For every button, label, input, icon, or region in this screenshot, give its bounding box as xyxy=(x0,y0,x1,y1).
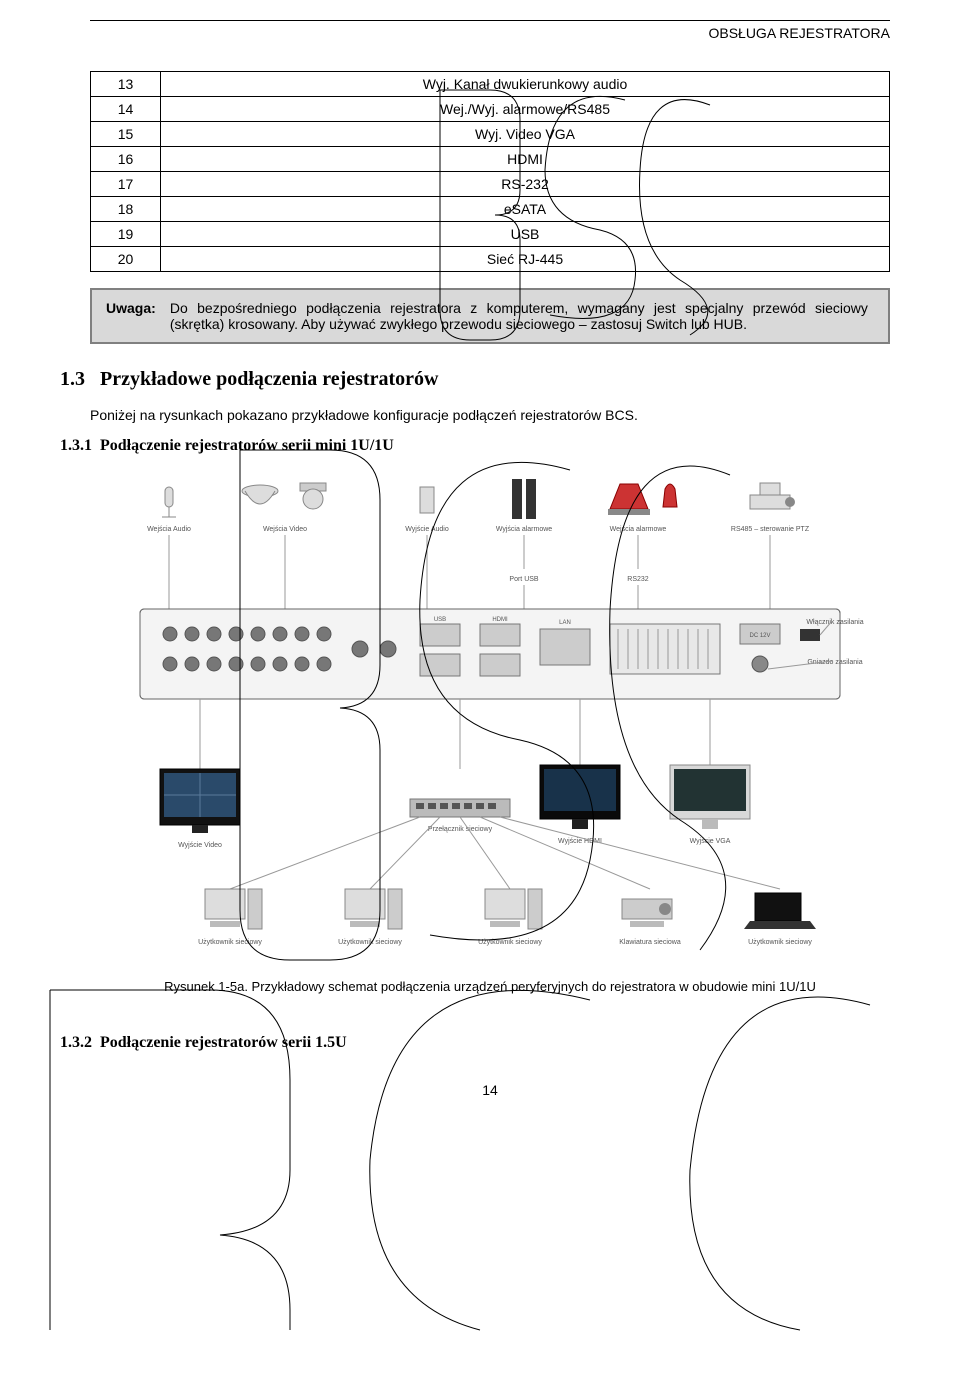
table-row: 14Wej./Wyj. alarmowe/RS485 xyxy=(91,97,890,122)
table-cell-num: 13 xyxy=(91,72,161,97)
subsection2-title: Podłączenie rejestratorów serii 1.5U xyxy=(100,1034,347,1051)
label-user-1: Użytkownik sieciowy xyxy=(198,939,262,946)
table-cell-num: 14 xyxy=(91,97,161,122)
table-cell-desc: Wyj. Kanał dwukierunkowy audio xyxy=(161,72,890,97)
section-title: Przykładowe podłączenia rejestratorów xyxy=(100,368,438,390)
subsection2-num: 1.3.2 xyxy=(60,1034,92,1051)
table-cell-num: 19 xyxy=(91,222,161,247)
table-cell-desc: eSATA xyxy=(161,197,890,222)
subsection-heading: 1.3.1 Podłączenie rejestratorów serii mi… xyxy=(60,437,890,455)
connector-table: 13Wyj. Kanał dwukierunkowy audio14Wej./W… xyxy=(90,71,890,272)
label-port-usb: Port USB xyxy=(509,576,539,583)
section-num: 1.3 xyxy=(60,368,85,390)
table-row: 20Sieć RJ-445 xyxy=(91,247,890,272)
page-header: OBSŁUGA REJESTRATORA xyxy=(90,25,890,41)
table-row: 15Wyj. Video VGA xyxy=(91,122,890,147)
label-alarm-in: Wejścia alarmowe xyxy=(610,526,667,533)
page-number: 14 xyxy=(90,1082,890,1098)
note-box: Uwaga: Do bezpośredniego podłączenia rej… xyxy=(90,288,890,344)
table-cell-num: 15 xyxy=(91,122,161,147)
label-user-3: Użytkownik sieciowy xyxy=(478,939,542,946)
label-keyboard: Klawiatura sieciowa xyxy=(619,939,681,946)
svg-text:HDMI: HDMI xyxy=(492,617,508,623)
label-alarm-out: Wyjścia alarmowe xyxy=(496,526,552,533)
svg-text:DC 12V: DC 12V xyxy=(749,633,770,639)
table-cell-num: 18 xyxy=(91,197,161,222)
table-cell-num: 20 xyxy=(91,247,161,272)
label-power-socket: Gniazdo zasilania xyxy=(807,659,862,666)
figure-caption: Rysunek 1-5a. Przykładowy schemat podłąc… xyxy=(90,979,890,994)
table-cell-desc: Sieć RJ-445 xyxy=(161,247,890,272)
label-switch: Przełącznik sieciowy xyxy=(428,826,493,833)
note-label: Uwaga: xyxy=(106,300,166,316)
table-cell-desc: USB xyxy=(161,222,890,247)
subsection-num: 1.3.1 xyxy=(60,437,92,454)
label-audio-in: Wejścia Audio xyxy=(147,526,191,533)
table-row: 13Wyj. Kanał dwukierunkowy audio xyxy=(91,72,890,97)
label-video-in: Wejścia Video xyxy=(263,526,307,533)
label-rs485: RS485 – sterowanie PTZ xyxy=(731,526,810,533)
label-rs232: RS232 xyxy=(627,576,649,583)
table-cell-num: 16 xyxy=(91,147,161,172)
label-user-5: Użytkownik sieciowy xyxy=(748,939,812,946)
svg-text:USB: USB xyxy=(434,617,446,623)
table-row: 16HDMI xyxy=(91,147,890,172)
table-cell-desc: Wyj. Video VGA xyxy=(161,122,890,147)
svg-text:LAN: LAN xyxy=(559,620,571,626)
note-text: Do bezpośredniego podłączenia rejestrato… xyxy=(170,300,868,332)
table-cell-num: 17 xyxy=(91,172,161,197)
label-vga-out: Wyjście VGA xyxy=(690,838,731,845)
table-cell-desc: RS-232 xyxy=(161,172,890,197)
subsection2-heading: 1.3.2 Podłączenie rejestratorów serii 1.… xyxy=(60,1034,890,1052)
label-power-switch: Włącznik zasilania xyxy=(806,619,863,626)
label-audio-out: Wyjście Audio xyxy=(405,526,449,533)
table-row: 18eSATA xyxy=(91,197,890,222)
label-video-out: Wyjście Video xyxy=(178,842,222,849)
connection-diagram: Wejścia Audio Wejścia Video Wyjście Audi… xyxy=(90,469,890,969)
section-paragraph: Poniżej na rysunkach pokazano przykładow… xyxy=(90,407,890,423)
header-rule xyxy=(90,20,890,21)
table-row: 19USB xyxy=(91,222,890,247)
table-row: 17RS-232 xyxy=(91,172,890,197)
table-cell-desc: HDMI xyxy=(161,147,890,172)
section-heading: 1.3 Przykładowe podłączenia rejestratoró… xyxy=(60,368,890,391)
subsection-title: Podłączenie rejestratorów serii mini 1U/… xyxy=(100,437,394,454)
table-cell-desc: Wej./Wyj. alarmowe/RS485 xyxy=(161,97,890,122)
label-user-2: Użytkownik sieciowy xyxy=(338,939,402,946)
